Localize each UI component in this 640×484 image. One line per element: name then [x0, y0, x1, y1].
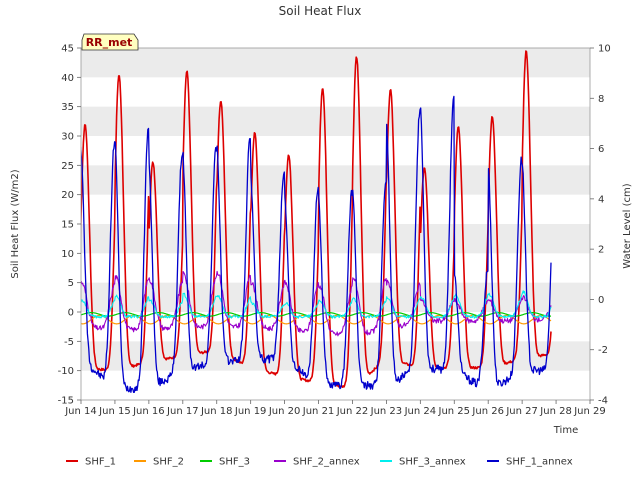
legend-label: SHF_3_annex	[399, 457, 466, 468]
y-tick-label: 5	[68, 278, 74, 289]
y2-tick-label: 4	[598, 194, 604, 205]
y-tick-label: -10	[58, 366, 74, 377]
y-tick-label: 40	[61, 73, 74, 84]
x-tick-label: Jun 23	[370, 406, 403, 417]
x-tick-label: Jun 26	[471, 406, 504, 417]
y2-tick-label: 10	[598, 44, 611, 55]
y2-tick-label: -2	[598, 345, 608, 356]
x-tick-label: Jun 24	[404, 406, 437, 417]
series-line-shf-1-annex	[81, 95, 552, 393]
x-tick-label: Jun 15	[98, 406, 131, 417]
y-tick-label: 10	[61, 249, 74, 260]
x-tick-label: Jun 19	[234, 406, 267, 417]
series-line-shf-3-annex	[81, 290, 552, 319]
y-tick-label: 25	[61, 161, 74, 172]
x-tick-label: Jun 21	[302, 406, 335, 417]
y-tick-label: -15	[58, 396, 74, 407]
y-tick-label: 15	[61, 220, 74, 231]
y-tick-label: 20	[61, 190, 74, 201]
y-axis-label: Soil Heat Flux (W/m2)	[10, 169, 21, 278]
y-tick-label: -5	[64, 337, 74, 348]
grid-band	[81, 282, 590, 312]
x-tick-label: Jun 28	[539, 406, 572, 417]
y-tick-label: 45	[61, 44, 74, 55]
y2-tick-label: 0	[598, 295, 604, 306]
legend-label: SHF_3	[219, 457, 250, 468]
station-badge-label: RR_met	[86, 36, 133, 49]
grid-band	[81, 165, 590, 195]
x-tick-label: Jun 25	[438, 406, 471, 417]
y2-tick-label: 2	[598, 245, 604, 256]
series-line-shf-1	[81, 50, 552, 388]
y2-axis-label: Water Level (cm)	[622, 183, 633, 268]
legend-label: SHF_2	[153, 457, 184, 468]
x-tick-label: Jun 18	[200, 406, 233, 417]
y2-tick-label: -4	[598, 396, 608, 407]
y2-tick-label: 8	[598, 94, 604, 105]
grid-band	[81, 341, 590, 371]
x-tick-label: Jun 14	[64, 406, 97, 417]
y-tick-label: 0	[68, 308, 74, 319]
x-tick-label: Jun 29	[573, 406, 606, 417]
legend-label: SHF_2_annex	[293, 457, 360, 468]
x-tick-label: Jun 27	[505, 406, 538, 417]
station-badge: RR_met	[81, 33, 139, 51]
y2-tick-label: 6	[598, 144, 604, 155]
y-tick-label: 35	[61, 102, 74, 113]
chart-title: Soil Heat Flux	[279, 4, 362, 18]
grid-band	[81, 224, 590, 254]
station-badge-box	[81, 33, 139, 51]
legend-label: SHF_1	[85, 457, 116, 468]
legend-label: SHF_1_annex	[506, 457, 573, 468]
x-tick-label: Jun 22	[336, 406, 369, 417]
y-tick-label: 30	[61, 132, 74, 143]
x-axis-label: Time	[553, 425, 578, 436]
grid-band	[81, 106, 590, 136]
legend: SHF_1 SHF_2 SHF_3 SHF_2_annex SHF_3_annex SHF…	[66, 457, 573, 468]
x-tick-label: Jun 20	[268, 406, 301, 417]
x-tick-label: Jun 16	[132, 406, 165, 417]
x-tick-label: Jun 17	[166, 406, 199, 417]
grid-band	[81, 48, 590, 78]
